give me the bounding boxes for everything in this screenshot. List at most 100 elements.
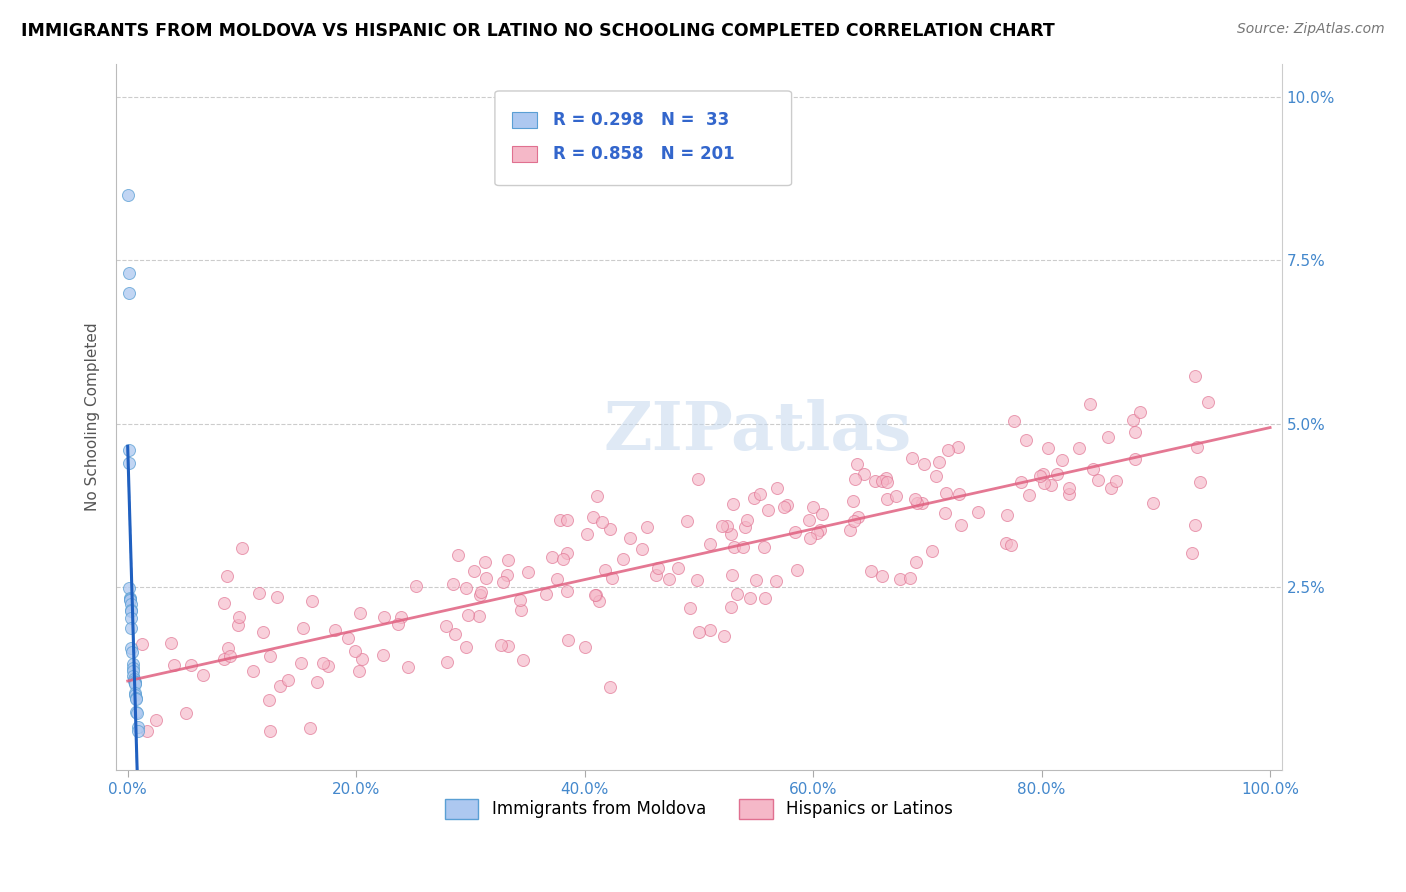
Point [496, 568, 519, 582]
Point [312, 656, 335, 670]
Point [492, 574, 515, 589]
Point [316, 659, 339, 673]
Point [292, 621, 315, 635]
Point [1018, 488, 1040, 502]
Point [686, 574, 709, 588]
Text: IMMIGRANTS FROM MOLDOVA VS HISPANIC OR LATINO NO SCHOOLING COMPLETED CORRELATION: IMMIGRANTS FROM MOLDOVA VS HISPANIC OR L… [21, 22, 1054, 40]
Point [1122, 413, 1144, 427]
Point [470, 584, 492, 599]
Point [396, 660, 419, 674]
Point [647, 560, 669, 574]
Point [136, 723, 159, 738]
Point [510, 603, 533, 617]
Point [118, 581, 141, 595]
Point [277, 673, 299, 688]
Point [811, 507, 834, 521]
Point [122, 669, 145, 683]
Point [405, 579, 427, 593]
Point [740, 591, 762, 605]
Point [117, 266, 139, 280]
Point [387, 617, 409, 632]
Point [1087, 473, 1109, 487]
Point [688, 624, 710, 639]
Point [679, 601, 702, 615]
Point [124, 686, 146, 700]
Point [298, 721, 321, 735]
Point [121, 660, 143, 674]
Point [1059, 487, 1081, 501]
Point [336, 631, 359, 645]
Point [117, 187, 139, 202]
Point [870, 474, 893, 488]
Point [786, 563, 808, 577]
Point [1187, 441, 1209, 455]
Point [125, 691, 148, 706]
Point [686, 472, 709, 486]
Point [612, 551, 634, 566]
Point [307, 674, 329, 689]
Point [776, 498, 799, 512]
Point [994, 536, 1017, 550]
Point [765, 574, 787, 588]
Point [876, 475, 898, 489]
Point [876, 491, 898, 506]
Point [180, 658, 202, 673]
Point [898, 570, 921, 584]
Point [852, 467, 875, 482]
Point [301, 594, 323, 608]
Y-axis label: No Schooling Completed: No Schooling Completed [86, 323, 100, 511]
Point [720, 599, 742, 614]
Point [120, 603, 142, 617]
Text: R = 0.298   N =  33: R = 0.298 N = 33 [553, 112, 728, 129]
Point [1184, 518, 1206, 533]
Point [889, 572, 911, 586]
Point [120, 611, 142, 625]
Point [1040, 478, 1063, 492]
Point [1181, 546, 1204, 560]
Point [474, 555, 496, 569]
Point [124, 689, 146, 703]
Point [636, 520, 658, 534]
Point [1123, 425, 1146, 440]
Point [219, 648, 242, 663]
Point [371, 648, 394, 662]
Point [228, 609, 250, 624]
Point [118, 591, 141, 605]
Point [127, 724, 149, 739]
Point [574, 640, 596, 654]
Point [806, 525, 828, 540]
Point [1123, 452, 1146, 467]
Point [122, 664, 145, 678]
Point [713, 629, 735, 643]
Point [541, 550, 564, 565]
Point [434, 619, 457, 633]
Point [966, 505, 988, 519]
Point [863, 474, 886, 488]
Point [934, 506, 956, 520]
Point [252, 624, 274, 639]
Point [454, 640, 477, 654]
Point [516, 565, 538, 579]
Point [842, 514, 865, 528]
Point [534, 587, 557, 601]
Point [373, 609, 395, 624]
Point [174, 706, 197, 720]
Point [754, 591, 776, 605]
Point [214, 652, 236, 666]
Point [193, 668, 215, 682]
Point [323, 624, 346, 638]
Point [1129, 405, 1152, 419]
Point [838, 523, 860, 537]
Point [457, 607, 479, 622]
Point [257, 693, 280, 707]
Point [489, 638, 512, 652]
Point [585, 588, 607, 602]
Point [496, 552, 519, 566]
Point [512, 653, 534, 667]
Point [619, 531, 641, 545]
Point [1099, 481, 1122, 495]
Point [555, 583, 578, 598]
Point [599, 680, 621, 694]
Point [586, 489, 609, 503]
Point [215, 569, 238, 583]
